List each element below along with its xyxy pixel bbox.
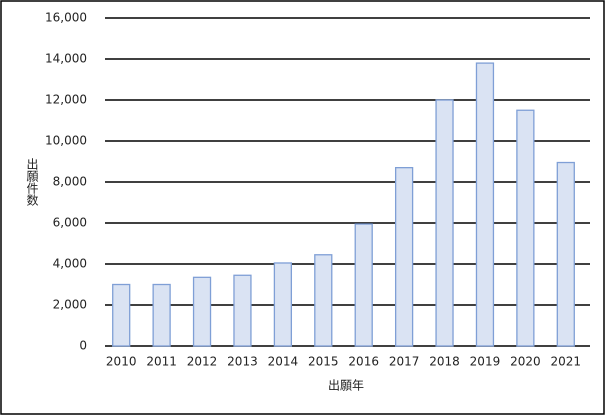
x-tick-label: 2018 — [429, 355, 460, 369]
x-tick-label: 2017 — [389, 355, 420, 369]
x-tick-label: 2019 — [470, 355, 501, 369]
x-tick-label: 2014 — [268, 355, 299, 369]
y-tick-label: 4,000 — [53, 257, 87, 271]
bar — [112, 283, 131, 347]
bar — [233, 274, 252, 347]
bar — [192, 276, 212, 347]
bar — [556, 161, 575, 347]
bar — [354, 223, 373, 347]
x-tick-label: 2020 — [510, 355, 541, 369]
y-tick-label: 8,000 — [53, 175, 87, 189]
x-tick-label: 2015 — [308, 355, 339, 369]
y-tick-label: 2,000 — [53, 298, 87, 312]
bar — [273, 262, 293, 347]
x-tick-label: 2021 — [551, 355, 582, 369]
bar — [152, 283, 171, 347]
y-tick-label: 10,000 — [45, 134, 87, 148]
y-tick-label: 16,000 — [45, 11, 87, 25]
x-tick-label: 2011 — [146, 355, 177, 369]
bar — [475, 62, 495, 347]
x-tick-label: 2010 — [106, 355, 137, 369]
y-tick-label: 6,000 — [53, 216, 87, 230]
x-tick-label: 2012 — [187, 355, 218, 369]
bar — [435, 99, 454, 347]
y-axis-label: 出願件数 — [25, 158, 39, 207]
bar — [516, 109, 535, 347]
y-tick-label: 12,000 — [45, 93, 87, 107]
bar — [394, 166, 414, 347]
x-tick-label: 2013 — [227, 355, 258, 369]
bar — [314, 254, 333, 347]
x-tick-label: 2016 — [348, 355, 379, 369]
y-tick-label: 14,000 — [45, 52, 87, 66]
x-axis-label: 出願年 — [328, 379, 364, 393]
y-tick-label: 0 — [79, 339, 87, 353]
